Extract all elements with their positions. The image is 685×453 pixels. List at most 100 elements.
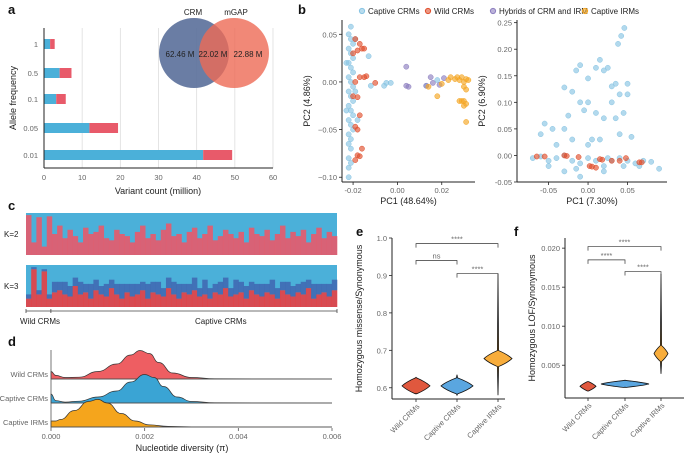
scatter-point-captive-crms: [600, 168, 607, 175]
admixture-bar: [207, 225, 213, 255]
y-tick-label: −0.05: [318, 126, 337, 135]
scatter-point-wild-crms: [616, 157, 623, 164]
x-tick-label: Captive CRMs: [590, 401, 631, 442]
admixture-bar: [202, 234, 208, 255]
admixture-bar: [88, 283, 94, 299]
scatter-point-captive-crms: [561, 168, 568, 175]
row-label-k: K=2: [4, 230, 19, 239]
admixture-bar: [207, 288, 213, 299]
admixture-bar: [83, 292, 89, 307]
y-tick-label: 0.6: [377, 384, 387, 393]
admixture-bar: [285, 238, 291, 255]
admixture-bar: [191, 227, 198, 255]
admixture-bar: [259, 283, 265, 297]
scatter-point-captive-crms: [569, 136, 576, 143]
scatter-point-captive-crms: [367, 82, 374, 89]
admixture-bar: [129, 242, 136, 255]
admixture-bar: [98, 294, 105, 307]
admixture-bar: [238, 231, 244, 255]
admixture-bar: [62, 238, 68, 255]
admixture-bar: [51, 234, 58, 255]
scatter-point-wild-crms: [623, 155, 629, 161]
scatter-point-captive-crms: [345, 155, 352, 162]
scatter-point-wild-crms: [593, 164, 599, 171]
y-tick-label: 0.010: [541, 322, 560, 331]
scatter-point-captive-crms: [589, 136, 595, 143]
admixture-bar: [150, 292, 156, 307]
admixture-bar: [217, 281, 224, 295]
scatter-point-captive-crms: [573, 67, 580, 74]
admixture-bar: [119, 283, 125, 299]
admixture-bar: [103, 238, 110, 255]
scatter-point-captive-crms: [628, 134, 635, 140]
admixture-bar: [290, 296, 296, 307]
admixture-bar: [212, 240, 219, 255]
admixture-bar: [217, 294, 224, 307]
admixture-bar: [129, 283, 136, 297]
scatter-point-captive-crms: [345, 131, 352, 138]
scatter-point-hybrids-of-crm-and-irm: [427, 74, 434, 81]
admixture-bar: [300, 281, 307, 295]
admixture-bar: [77, 242, 84, 255]
admixture-bar: [36, 294, 42, 307]
admixture-bar: [181, 242, 187, 255]
admixture-bar: [202, 294, 208, 307]
admixture-bar: [290, 286, 296, 297]
admixture-bar: [269, 279, 276, 295]
admixture-bar: [165, 288, 172, 307]
scatter-point-captive-crms: [348, 64, 354, 71]
admixture-bar: [72, 277, 79, 286]
ridge-label: Captive CRMs: [0, 394, 48, 403]
admixture-bar: [186, 294, 193, 307]
admixture-bar: [77, 281, 84, 295]
scatter-point-wild-crms: [352, 157, 359, 163]
x-tick-label: 20: [116, 173, 124, 182]
admixture-bar: [108, 279, 115, 289]
scatter-point-wild-crms: [356, 112, 363, 119]
bar-segment: [44, 123, 90, 133]
y-tick-label: −0.10: [318, 173, 337, 182]
admixture-bar: [248, 281, 255, 291]
admixture-bar: [165, 277, 172, 289]
y-tick-label: 1: [34, 40, 38, 49]
scatter-point-wild-crms: [352, 79, 359, 85]
scatter-point-captive-crms: [624, 91, 631, 98]
x-tick-label: Captive IRMs: [628, 401, 666, 439]
admixture-bar: [295, 283, 302, 293]
x-tick-label: -0.05: [540, 186, 557, 195]
scatter-point-captive-crms: [354, 117, 361, 123]
bar-segment: [44, 94, 57, 104]
admixture-bar: [140, 281, 146, 291]
ridge-label: Captive IRMs: [3, 418, 48, 427]
y-tick-label: 0.20: [497, 45, 512, 54]
admixture-bar: [274, 298, 281, 307]
panel-label-d: d: [8, 334, 16, 349]
scatter-point-captive-crms: [581, 107, 587, 114]
violin-wild-crms: [401, 376, 431, 395]
admixture-bar: [171, 236, 177, 255]
scatter-point-captive-crms: [545, 163, 552, 169]
venn-circle-mgap: [199, 18, 269, 88]
row-label-k: K=3: [4, 282, 19, 291]
admixture-bar: [233, 238, 239, 255]
scatter-point-captive-crms: [343, 107, 350, 114]
admixture-bar: [186, 231, 193, 255]
x-tick-label: 0.002: [135, 432, 154, 441]
group-label: Wild CRMs: [20, 317, 60, 326]
admixture-bar: [150, 281, 156, 293]
scatter-point-captive-crms: [434, 77, 441, 83]
scatter-point-captive-crms: [345, 117, 352, 123]
panel-label-c: c: [8, 198, 15, 213]
x-tick-label: Captive CRMs: [422, 402, 463, 443]
significance-label: ****: [601, 251, 613, 260]
scatter-point-captive-crms: [345, 74, 352, 81]
bar-segment: [50, 39, 55, 49]
bar-segment: [44, 150, 204, 160]
admixture-bar: [222, 277, 229, 289]
admixture-bar: [269, 294, 276, 307]
admixture-bar: [114, 229, 120, 255]
group-label: Captive CRMs: [195, 317, 247, 326]
admixture-bar: [176, 283, 182, 299]
admixture-bar: [279, 290, 286, 307]
admixture-bar: [212, 292, 219, 307]
